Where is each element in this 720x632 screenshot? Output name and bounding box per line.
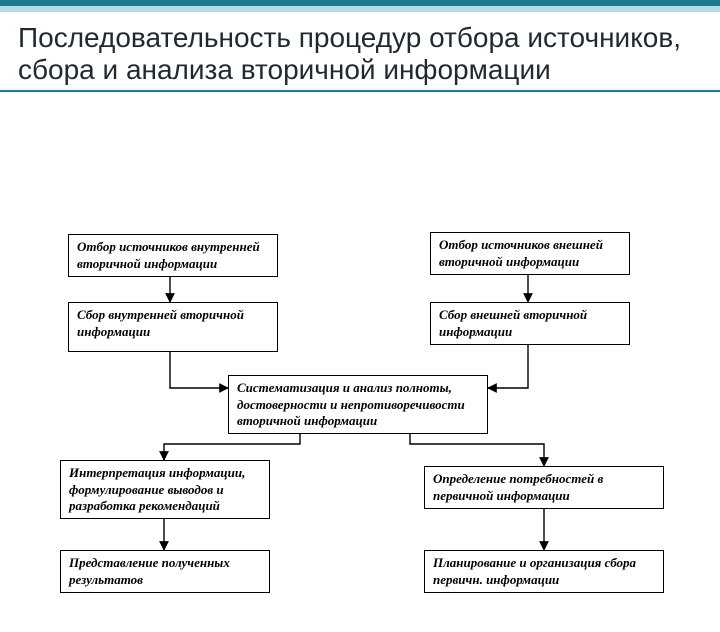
- flow-node-n9: Планирование и организация сбора первичн…: [424, 550, 664, 593]
- edge-n5-n7: [410, 431, 544, 466]
- page-title: Последовательность процедур отбора источ…: [18, 22, 702, 86]
- flow-node-n2: Отбор источников внешней вторичной инфор…: [430, 232, 630, 275]
- flow-node-n6: Интерпретация информации, формулирование…: [60, 460, 270, 519]
- flow-node-n4: Сбор внешней вторичной информации: [430, 302, 630, 345]
- flow-node-n5: Систематизация и анализ полноты, достове…: [228, 375, 488, 434]
- flow-node-n1: Отбор источников внутренней вторичной ин…: [68, 234, 278, 277]
- title-area: Последовательность процедур отбора источ…: [0, 12, 720, 92]
- edge-n4-n5: [488, 344, 528, 388]
- flow-node-n3: Сбор внутренней вторичной информации: [68, 302, 278, 352]
- edge-n5-n6: [164, 431, 300, 460]
- top-accent-bar: [0, 0, 720, 12]
- flow-node-n7: Определение потребностей в первичной инф…: [424, 466, 664, 509]
- flow-node-n8: Представление полученных результатов: [60, 550, 270, 593]
- edge-n3-n5: [170, 352, 228, 388]
